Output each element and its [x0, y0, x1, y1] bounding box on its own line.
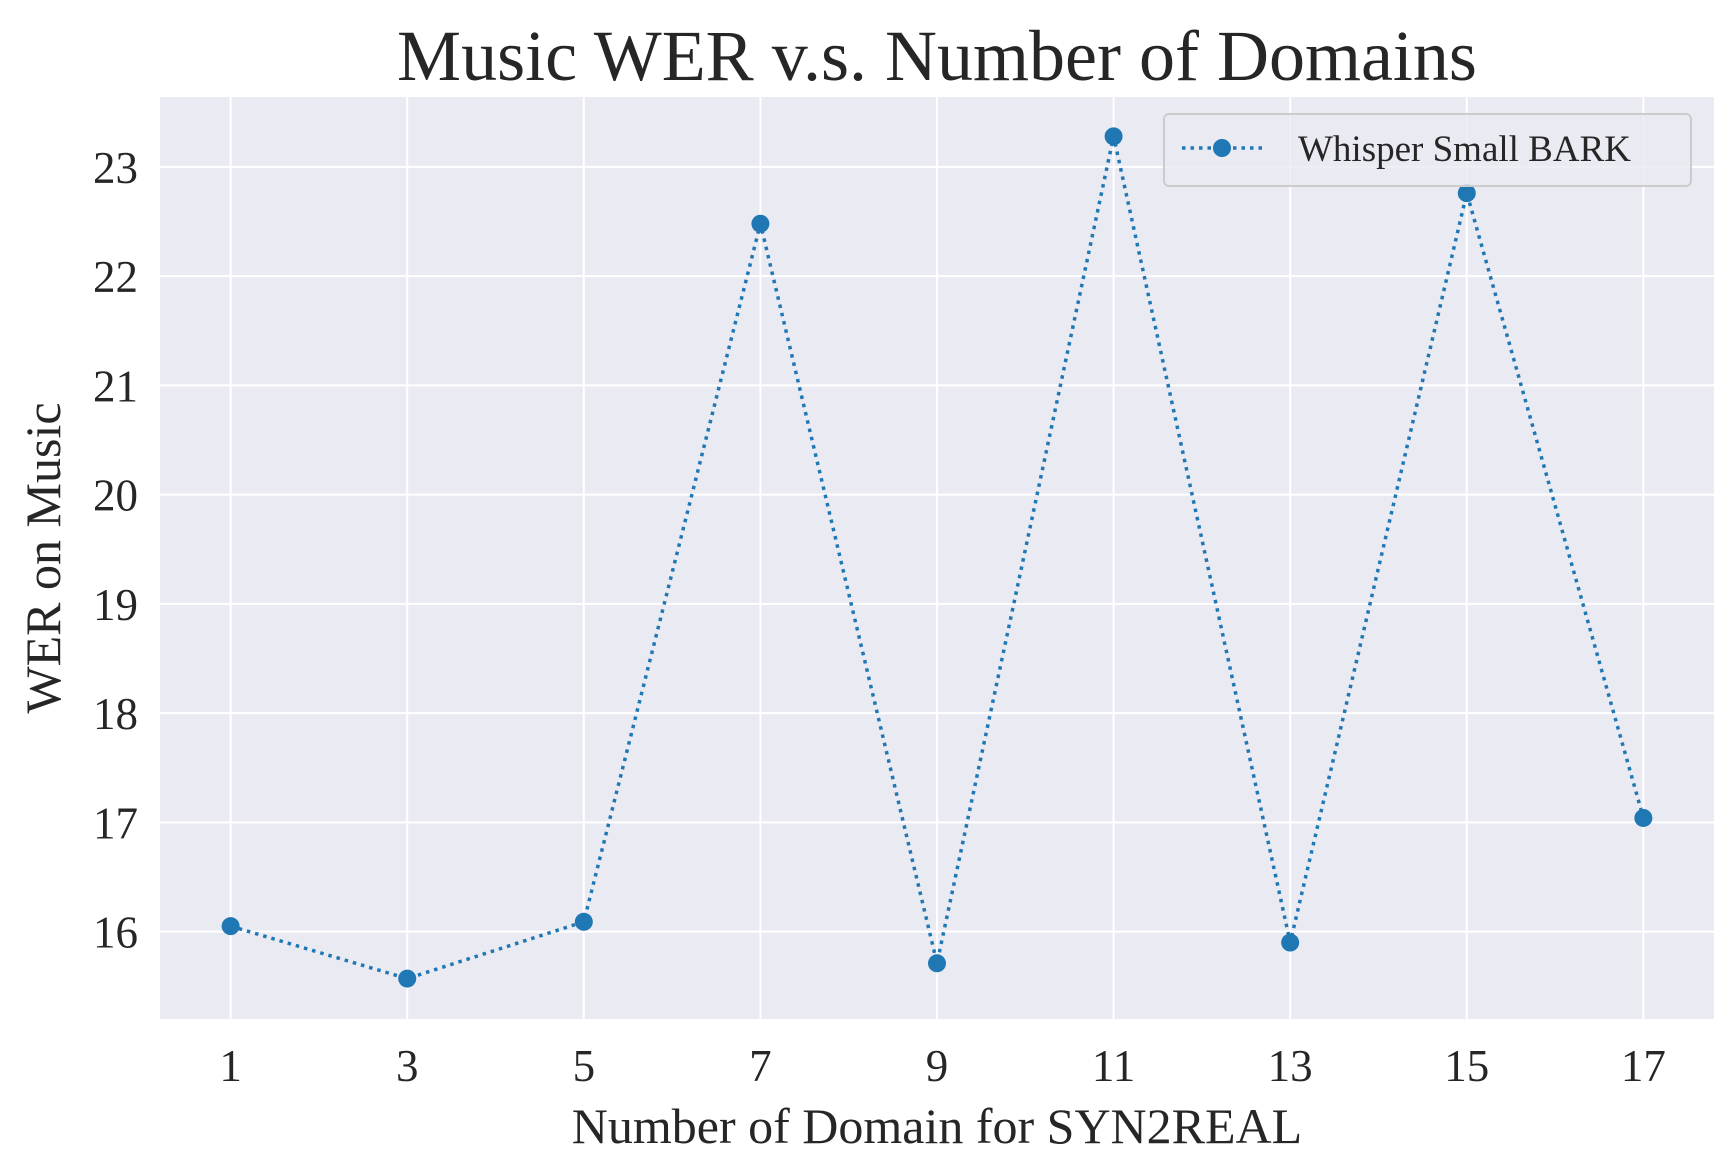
y-tick-label: 22: [93, 252, 138, 302]
data-point: [928, 954, 946, 973]
data-point: [398, 969, 417, 988]
legend-box: [1163, 113, 1692, 187]
legend-marker-sample: [1213, 139, 1231, 157]
y-tick-label: 23: [93, 143, 138, 193]
x-tick-label: 3: [396, 1041, 419, 1091]
y-tick-labels: 16 17 18 19 20 21 22 23: [93, 143, 138, 958]
data-point: [1634, 808, 1653, 827]
legend-label: Whisper Small BARK: [1298, 129, 1631, 170]
x-tick-labels: 1 3 5 7 9 11 13 15 17: [219, 1041, 1665, 1091]
x-tick-label: 13: [1268, 1041, 1313, 1091]
legend: Whisper Small BARK: [1163, 113, 1692, 187]
data-point: [574, 912, 593, 931]
y-tick-label: 19: [93, 580, 138, 630]
x-tick-label: 11: [1092, 1041, 1135, 1091]
series-layer: [221, 127, 1653, 988]
y-tick-label: 16: [93, 908, 138, 958]
data-point: [1457, 184, 1476, 203]
data-point: [751, 214, 770, 233]
y-tick-label: 18: [93, 689, 138, 739]
data-point: [1281, 933, 1300, 952]
x-tick-label: 1: [219, 1041, 242, 1091]
y-tick-label: 17: [93, 798, 138, 848]
y-tick-label: 20: [93, 471, 138, 521]
x-tick-label: 5: [573, 1041, 596, 1091]
grid: [160, 97, 1714, 1019]
x-axis-label: Number of Domain for SYN2REAL: [572, 1098, 1302, 1154]
x-tick-label: 9: [926, 1041, 949, 1091]
x-tick-label: 15: [1444, 1041, 1489, 1091]
data-point: [221, 917, 240, 936]
y-tick-label: 21: [93, 361, 138, 411]
y-axis-label: WER on Music: [15, 402, 71, 713]
x-tick-label: 17: [1621, 1041, 1666, 1091]
x-tick-label: 7: [749, 1041, 772, 1091]
chart-title: Music WER v.s. Number of Domains: [397, 16, 1477, 96]
data-point: [1104, 127, 1123, 146]
